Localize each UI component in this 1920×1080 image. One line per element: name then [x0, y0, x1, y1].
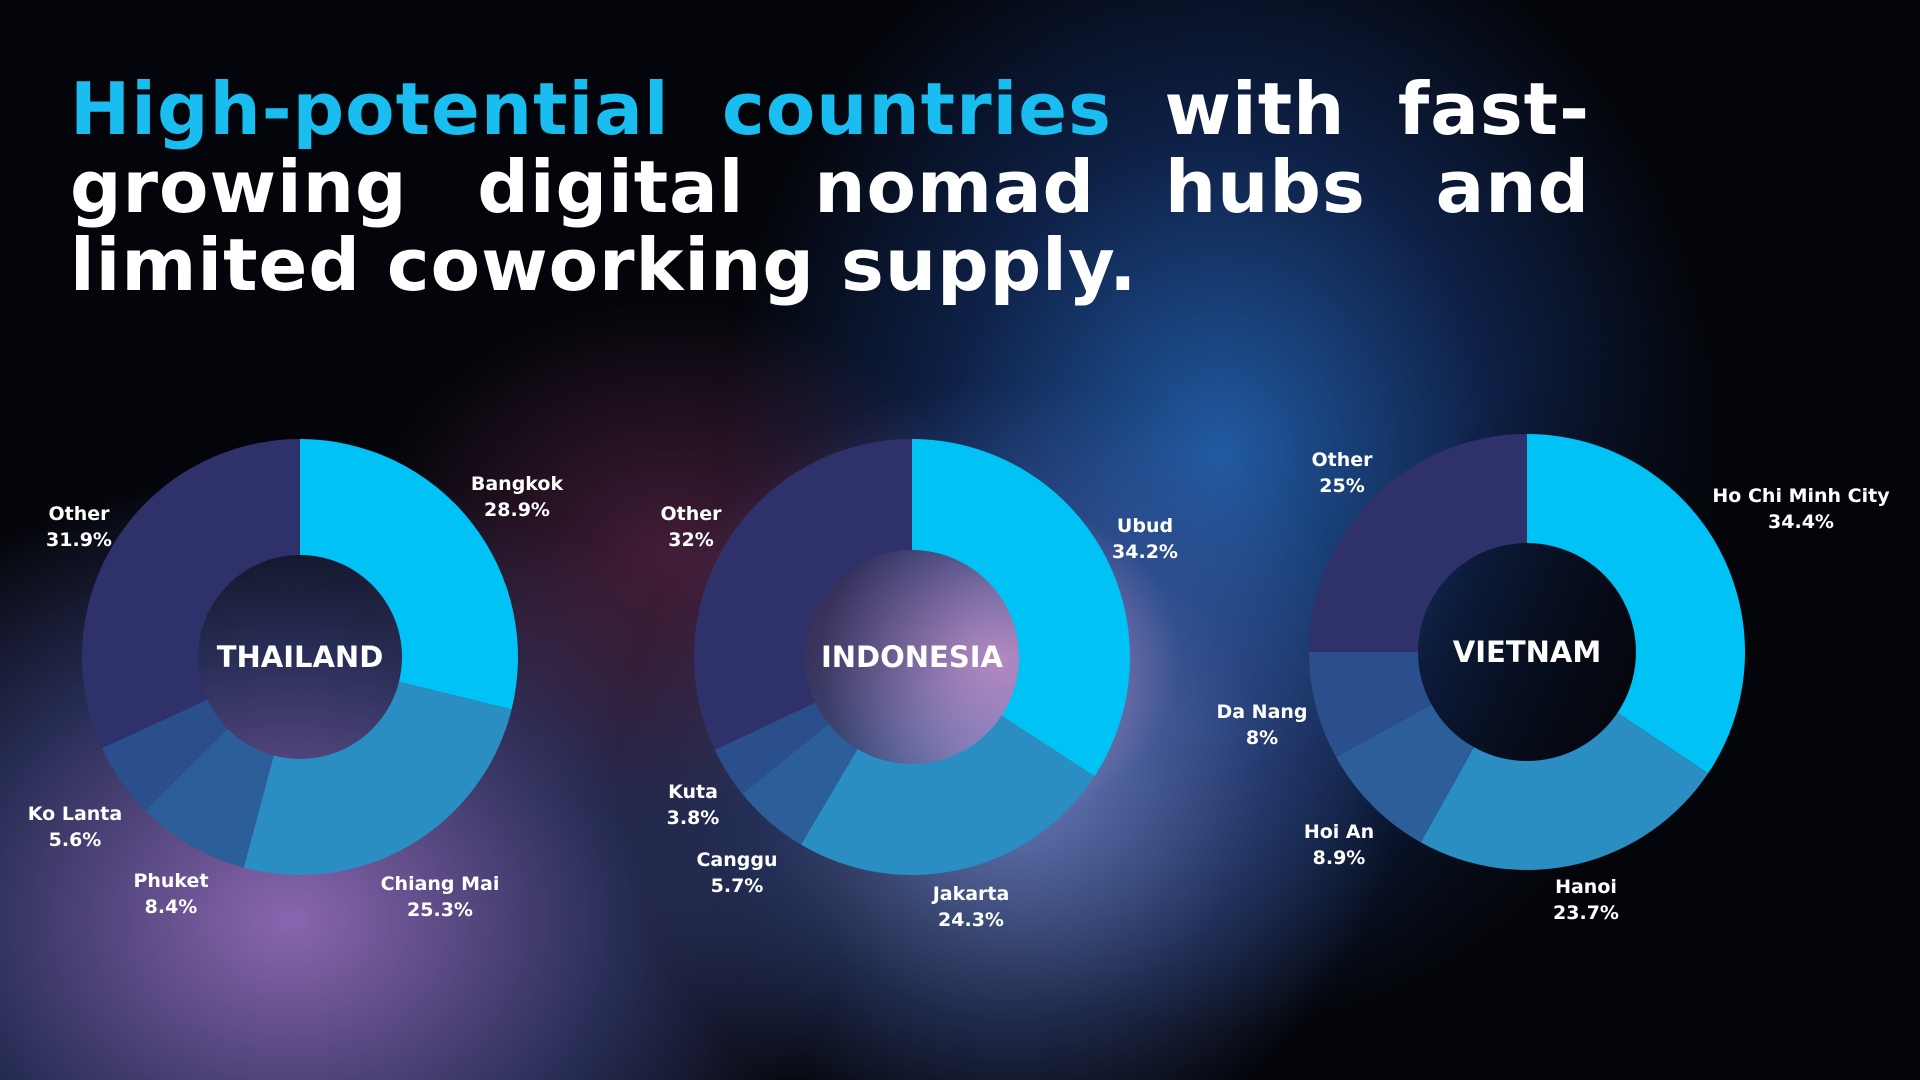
segment-value-label: 25%	[1319, 475, 1364, 497]
donut-segment	[1309, 652, 1432, 758]
segment-category-label: Bangkok	[471, 473, 564, 495]
segment-value-label: 23.7%	[1553, 902, 1619, 924]
segment-value-label: 3.8%	[667, 807, 720, 829]
segment-value-label: 8.9%	[1313, 847, 1366, 869]
donut-segment	[82, 439, 301, 749]
page-title: High-potential countries with fast-growi…	[70, 70, 1590, 304]
segment-category-label: Phuket	[133, 870, 208, 892]
donut-chart: THAILAND Bangkok 28.9% Chiang Mai 25.3% Phuke…	[28, 439, 564, 921]
donut-center-label: THAILAND	[217, 640, 384, 674]
segment-category-label: Da Nang	[1216, 701, 1307, 723]
segment-value-label: 34.2%	[1112, 541, 1178, 563]
segment-category-label: Other	[48, 503, 110, 525]
segment-category-label: Hoi An	[1304, 821, 1374, 843]
donut-center-label: INDONESIA	[821, 640, 1004, 674]
donut-center-label: VIETNAM	[1453, 635, 1601, 669]
donut-segment	[145, 728, 274, 868]
title-highlight: High-potential countries	[70, 67, 1112, 151]
segment-value-label: 32%	[668, 529, 713, 551]
donut-segment	[1309, 434, 1527, 652]
segment-value-label: 25.3%	[407, 899, 473, 921]
donut-segment	[101, 699, 228, 811]
segment-value-label: 31.9%	[46, 529, 112, 551]
segment-category-label: Chiang Mai	[381, 873, 500, 895]
donut-segment	[693, 439, 912, 750]
segment-value-label: 8.4%	[145, 896, 198, 918]
segment-value-label: 34.4%	[1768, 511, 1834, 533]
segment-category-label: Ko Lanta	[28, 803, 122, 825]
segment-category-label: Ho Chi Minh City	[1712, 485, 1890, 507]
donut-segment	[1527, 434, 1745, 774]
segment-category-label: Canggu	[696, 849, 777, 871]
segment-category-label: Other	[1311, 449, 1373, 471]
donut-segment	[300, 439, 518, 710]
donut-segment	[243, 681, 512, 875]
segment-category-label: Other	[660, 503, 722, 525]
donut-segment	[912, 439, 1130, 777]
donut-segment	[1420, 712, 1709, 871]
segment-value-label: 8%	[1246, 727, 1278, 749]
donut-chart: INDONESIA Ubud 34.2% Jakarta 24.3% Canggu 5.7%…	[660, 439, 1178, 931]
donut-segment	[801, 715, 1095, 875]
donut-segment	[742, 724, 858, 845]
donut-segment	[1335, 704, 1474, 843]
segment-value-label: 5.6%	[49, 829, 102, 851]
segment-value-label: 5.7%	[711, 875, 764, 897]
segment-category-label: Kuta	[668, 781, 718, 803]
segment-category-label: Ubud	[1117, 515, 1173, 537]
title-rest: with fast-growing digital nomad hubs and…	[70, 67, 1590, 307]
donut-chart: VIETNAM Ho Chi Minh City 34.4% Hanoi 23.7% Ho…	[1216, 434, 1890, 924]
donut-segment	[714, 702, 829, 794]
segment-value-label: 28.9%	[484, 499, 550, 521]
segment-category-label: Hanoi	[1555, 876, 1617, 898]
segment-category-label: Jakarta	[931, 883, 1010, 905]
segment-value-label: 24.3%	[938, 909, 1004, 931]
